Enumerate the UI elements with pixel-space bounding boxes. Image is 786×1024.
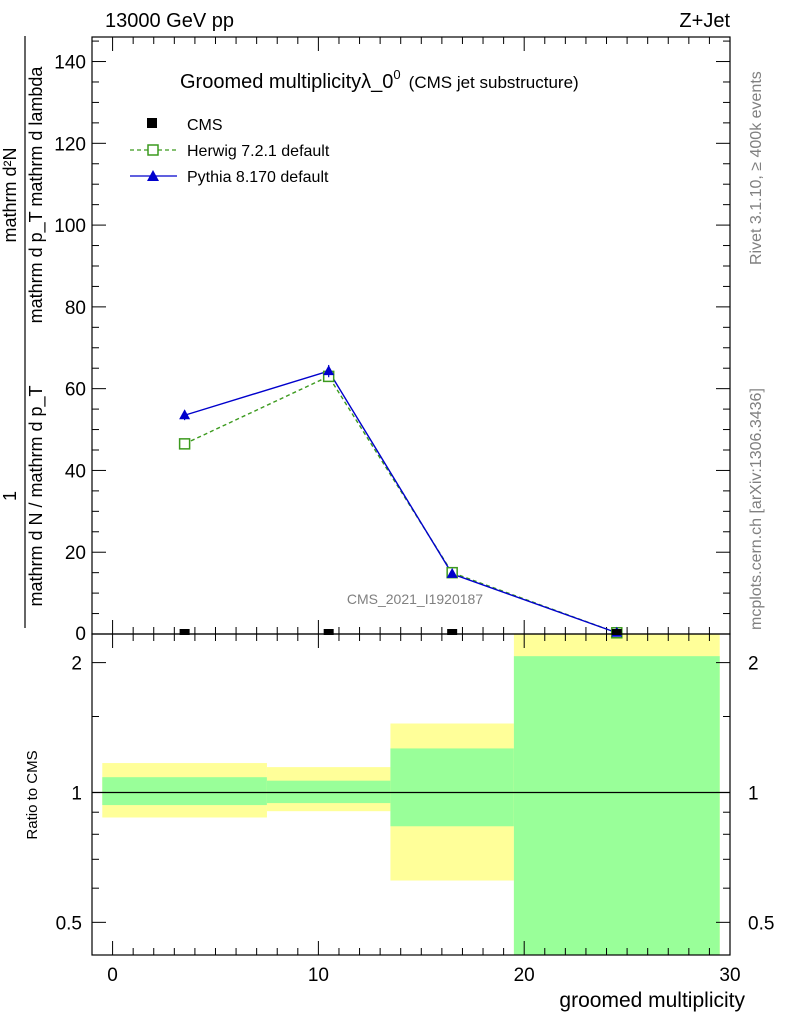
y-tick-label: 80 xyxy=(65,298,86,319)
source-label: mcplots.cern.ch [arXiv:1306.3436] xyxy=(748,388,765,630)
x-axis-label: groomed multiplicity xyxy=(559,989,745,1012)
rivet-label: Rivet 3.1.10, ≥ 400k events xyxy=(748,71,765,265)
chart-subtitle: (CMS jet substructure) xyxy=(409,73,579,92)
pythia-point xyxy=(323,365,335,376)
ylabel-prefactor-numerator: 1 xyxy=(0,491,20,501)
y-tick-label: 40 xyxy=(65,461,86,482)
ratio-panel-frame xyxy=(91,633,731,956)
data-series xyxy=(178,364,623,639)
x-tick-label: 10 xyxy=(308,965,329,986)
ratio-bands xyxy=(92,634,730,955)
ratio-tick-label-right: 1 xyxy=(748,783,759,804)
legend-cms-marker xyxy=(147,118,157,128)
chart-title-sup: 0 xyxy=(393,67,400,82)
legend-herwig-marker xyxy=(147,144,159,156)
pythia-line xyxy=(184,370,618,634)
y-tick-label: 20 xyxy=(65,543,86,564)
legend: CMS Herwig 7.2.1 default Pythia 8.170 de… xyxy=(130,117,330,186)
process-label: Z+Jet xyxy=(679,10,730,32)
ratio-tick-label-right: 2 xyxy=(748,654,759,675)
y-tick-label: 100 xyxy=(54,216,86,237)
x-tick-label: 30 xyxy=(719,965,740,986)
ratio-tick-label-left: 1 xyxy=(71,783,82,804)
cms-point xyxy=(323,629,334,635)
ratio-tick-label-left: 0.5 xyxy=(56,913,82,934)
herwig-point xyxy=(178,438,191,450)
y-tick-label: 60 xyxy=(65,380,86,401)
ratio-ylabel: Ratio to CMS xyxy=(24,750,41,839)
axis-ticks: 0 10 20 30 20 40 60 80 100 120 140 0 0.5 0.5 1 1 2 2 xyxy=(54,37,774,986)
y-tick-label: 140 xyxy=(54,53,86,74)
x-tick-label: 20 xyxy=(514,965,535,986)
main-ylabel: 1 mathrm d N / mathrm d p_T mathrm d²N m… xyxy=(0,36,47,628)
y-tick-label-zero: 0 xyxy=(75,624,86,645)
ylabel-prefactor-denominator: mathrm d N / mathrm d p_T xyxy=(26,385,47,606)
ratio-band-green-3 xyxy=(513,656,720,955)
x-tick-label: 0 xyxy=(107,965,118,986)
legend-cms-label: CMS xyxy=(187,117,223,134)
ylabel-numerator: mathrm d²N xyxy=(0,147,20,242)
y-tick-label: 120 xyxy=(54,134,86,155)
legend-pythia-label: Pythia 8.170 default xyxy=(187,169,329,186)
pythia-point xyxy=(179,409,191,420)
ratio-tick-label-left: 2 xyxy=(71,654,82,675)
energy-label: 13000 GeV pp xyxy=(105,10,234,32)
ratio-band-green-2 xyxy=(390,748,514,827)
pythia-point xyxy=(446,567,458,578)
legend-herwig-label: Herwig 7.2.1 default xyxy=(187,143,330,160)
ratio-tick-label-right: 0.5 xyxy=(748,913,774,934)
legend-pythia-marker xyxy=(147,170,159,181)
cms-point xyxy=(611,629,622,635)
ylabel-denominator: mathrm d p_T mathrm d lambda xyxy=(26,66,47,324)
ratio-band-green-0 xyxy=(102,777,267,806)
chart-title: Groomed multiplicityλ_00 (CMS jet substru… xyxy=(180,67,579,93)
cms-point xyxy=(179,629,190,635)
cms-point xyxy=(447,629,458,635)
chart-title-main: Groomed multiplicityλ_0 xyxy=(180,71,393,93)
watermark: CMS_2021_I1920187 xyxy=(347,591,483,607)
